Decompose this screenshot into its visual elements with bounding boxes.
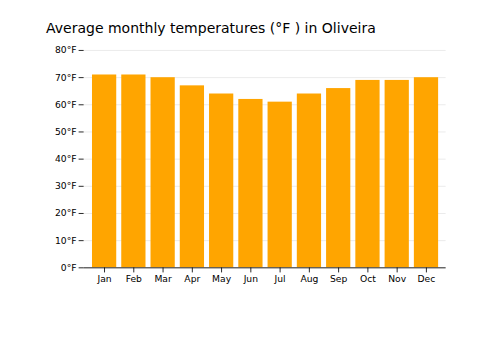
svg-text:70°F: 70°F [55,72,77,83]
svg-text:40°F: 40°F [55,153,77,164]
html-text:Average monthly temperatures (: Average monthly temperatures (°F ) in Ol… [46,20,376,36]
svg-text:60°F: 60°F [55,99,77,110]
svg-text:Sep: Sep [330,273,347,284]
svg-text:80°F: 80°F [55,44,77,55]
svg-text:Mar: Mar [154,273,172,284]
svg-text:Feb: Feb [126,273,142,284]
svg-text:Apr: Apr [184,273,200,284]
svg-text:0°F: 0°F [61,262,77,273]
svg-text:10°F: 10°F [55,235,77,246]
svg-text:Jan: Jan [96,273,111,284]
svg-text:Dec: Dec [418,273,436,284]
svg-text:50°F: 50°F [55,126,77,137]
svg-text:20°F: 20°F [55,207,77,218]
svg-text:Jul: Jul [274,273,286,284]
svg-text:30°F: 30°F [55,180,77,191]
svg-text:Aug: Aug [300,273,318,284]
svg-text:Jun: Jun [243,273,259,284]
svg-text:Nov: Nov [388,273,406,284]
svg-text:Oct: Oct [360,273,376,284]
svg-text:May: May [212,273,232,284]
